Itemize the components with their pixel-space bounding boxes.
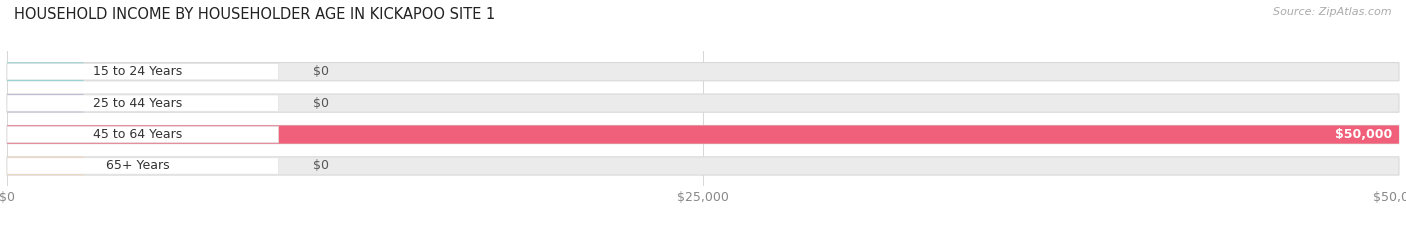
- Text: $0: $0: [314, 97, 329, 110]
- Text: 25 to 44 Years: 25 to 44 Years: [93, 97, 181, 110]
- Text: $0: $0: [314, 159, 329, 172]
- FancyBboxPatch shape: [7, 64, 278, 80]
- Text: 15 to 24 Years: 15 to 24 Years: [93, 65, 181, 78]
- FancyBboxPatch shape: [7, 125, 1399, 144]
- FancyBboxPatch shape: [7, 94, 83, 112]
- FancyBboxPatch shape: [7, 63, 83, 81]
- FancyBboxPatch shape: [7, 157, 83, 175]
- Text: $50,000: $50,000: [1334, 128, 1392, 141]
- FancyBboxPatch shape: [7, 126, 278, 143]
- FancyBboxPatch shape: [7, 95, 278, 111]
- FancyBboxPatch shape: [7, 94, 1399, 112]
- FancyBboxPatch shape: [7, 125, 1399, 144]
- Text: $0: $0: [314, 65, 329, 78]
- FancyBboxPatch shape: [7, 157, 1399, 175]
- Text: 65+ Years: 65+ Years: [105, 159, 169, 172]
- Text: HOUSEHOLD INCOME BY HOUSEHOLDER AGE IN KICKAPOO SITE 1: HOUSEHOLD INCOME BY HOUSEHOLDER AGE IN K…: [14, 7, 495, 22]
- Text: Source: ZipAtlas.com: Source: ZipAtlas.com: [1274, 7, 1392, 17]
- FancyBboxPatch shape: [7, 158, 278, 174]
- Text: 45 to 64 Years: 45 to 64 Years: [93, 128, 181, 141]
- FancyBboxPatch shape: [7, 63, 1399, 81]
